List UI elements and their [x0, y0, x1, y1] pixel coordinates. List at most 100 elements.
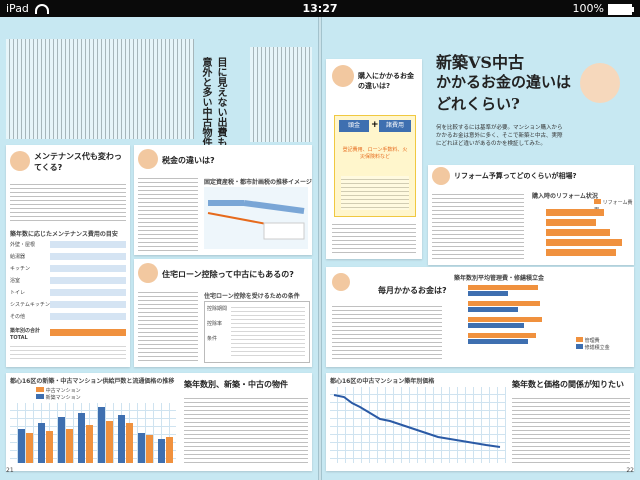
- table-row: [50, 313, 126, 320]
- page-number-right: 22: [626, 467, 634, 474]
- maintenance-heading: メンテナンス代も変わってくる?: [34, 152, 122, 172]
- chart-bar: [18, 429, 25, 463]
- chart-bar: [146, 435, 153, 463]
- price-chart-card: 都心16区の中古マンション築年別価格 築年数と価格の関係が知りたい: [326, 373, 634, 471]
- chart-grid: [330, 387, 506, 463]
- plus-icon: +: [371, 120, 379, 130]
- legend-used: 中古マンション: [45, 388, 81, 394]
- supply-chart-legend: 中古マンション 新築マンション: [36, 387, 81, 401]
- chart-bar: [468, 317, 542, 322]
- person-illustration: [332, 273, 350, 291]
- purchase-card: 購入にかかるお金の違いは? 頭金 + 諸費用 登記費用、ローン手数料、火災保険料…: [326, 59, 422, 259]
- legend-swatch-new: [36, 394, 44, 399]
- title-block: 新築VS中古 かかるお金の違いは どれくらい? 何を比較するには基準が必要。マン…: [430, 49, 630, 179]
- chart-bar: [546, 209, 604, 216]
- loan-row-label: 条件: [207, 336, 218, 342]
- chart-bar: [138, 433, 145, 463]
- table-row: [50, 301, 126, 308]
- monthly-legend: 管理費 修繕積立金: [576, 337, 610, 351]
- reform-legend-swatch: [594, 199, 601, 204]
- expenses-box: 諸費用: [379, 120, 411, 132]
- legend-new: 新築マンション: [45, 395, 81, 401]
- loan-text: [138, 289, 198, 363]
- tax-card: 税金の違いは? 固定資産税・都市計画税の推移イメージ: [134, 145, 312, 255]
- monthly-legend-reserve: 修繕積立金: [584, 345, 610, 351]
- wifi-icon: [34, 4, 49, 14]
- down-payment-box: 頭金: [339, 120, 369, 132]
- monthly-legend-swatch-fee: [576, 337, 583, 342]
- chart-bar: [166, 437, 173, 463]
- chart-bar: [38, 423, 45, 463]
- chart-bar: [468, 291, 508, 296]
- chart-bar: [26, 433, 33, 463]
- person-illustration: [138, 149, 158, 169]
- loan-table-title: 住宅ローン控除を受けるための条件: [204, 293, 300, 300]
- monthly-heading: 毎月かかるお金は?: [378, 286, 447, 295]
- loan-table-text: [231, 304, 305, 358]
- chart-bar: [98, 407, 105, 463]
- maintenance-row-label: その他: [10, 314, 26, 320]
- price-chart-title: 都心16区の中古マンション築年別価格: [330, 378, 435, 385]
- footnote-text: [10, 343, 126, 361]
- person-illustration: [432, 167, 450, 185]
- purchase-note: 登記費用、ローン手数料、火災保険料など: [342, 147, 408, 160]
- vertical-heading: 目に見えない出費も意外と多い中古物件: [200, 57, 226, 147]
- chart-bar: [468, 339, 528, 344]
- table-row: [50, 265, 126, 272]
- purchase-diagram: 頭金 + 諸費用 登記費用、ローン手数料、火災保険料など: [334, 115, 416, 217]
- chart-bar: [468, 333, 536, 338]
- maintenance-total-label: TOTAL: [10, 335, 28, 341]
- maintenance-card: メンテナンス代も変わってくる? 築年数に応じたメンテナンス費用の目安 外壁・屋根…: [6, 145, 130, 367]
- chart-bar: [468, 323, 524, 328]
- chart-bar: [468, 307, 518, 312]
- vertical-heading-block: 目に見えない出費も意外と多い中古物件: [198, 57, 246, 147]
- reform-heading: リフォーム予算ってどのくらいが相場?: [454, 172, 577, 180]
- maintenance-table-title: 築年数に応じたメンテナンス費用の目安: [10, 231, 118, 238]
- chart-bar: [118, 415, 125, 463]
- person-illustration: [332, 65, 354, 87]
- maintenance-row-label: キッチン: [10, 266, 31, 272]
- table-row: [50, 241, 126, 248]
- magazine-spread[interactable]: 目に見えない出費も意外と多い中古物件 メンテナンス代も変わってくる? 築年数に応…: [0, 17, 640, 480]
- price-line-chart: [333, 394, 501, 448]
- maintenance-row-label: 外壁・屋根: [10, 242, 36, 248]
- chart-bar: [46, 431, 53, 463]
- monthly-legend-swatch-reserve: [576, 344, 583, 349]
- tax-heading: 税金の違いは?: [162, 156, 215, 165]
- person-illustration: [10, 151, 30, 171]
- maintenance-row-label: 築年別の合計: [10, 328, 41, 334]
- clock: 13:27: [302, 2, 338, 15]
- purchase-heading: 購入にかかるお金の違いは?: [358, 72, 414, 90]
- chart-bar: [546, 239, 622, 246]
- chart-bar: [546, 219, 596, 226]
- reform-chart-title: 購入時のリフォーム状況: [532, 193, 598, 200]
- monthly-card: 毎月かかるお金は? 築年数別平均管理費・修繕積立金 管理費 修繕積立金: [326, 267, 634, 367]
- tax-text: [138, 175, 198, 251]
- left-page[interactable]: 目に見えない出費も意外と多い中古物件 メンテナンス代も変わってくる? 築年数に応…: [0, 17, 318, 480]
- chart-bar: [58, 417, 65, 463]
- loan-row-label: 控除期間: [207, 306, 228, 312]
- chart-bar: [66, 429, 73, 463]
- supply-chart-title: 都心16区の新築・中古マンション供給戸数と流通価格の推移: [10, 378, 175, 385]
- battery-status: 100%: [573, 2, 634, 15]
- title-line1: 新築VS中古: [436, 53, 524, 72]
- reform-card: リフォーム予算ってどのくらいが相場? 購入時のリフォーム状況 リフォーム費用: [428, 165, 634, 265]
- tax-chart-title: 固定資産税・都市計画税の推移イメージ: [204, 179, 312, 186]
- bottom-text: [184, 395, 308, 465]
- chart-bar: [86, 425, 93, 463]
- monthly-legend-fee: 管理費: [584, 338, 600, 344]
- body-text-columns-2: [250, 47, 312, 142]
- lead-text: 何を比較するには基準が必要。マンション購入からかかるお金は意外に多く、そこで新築…: [436, 125, 563, 147]
- loan-heading: 住宅ローン控除って中古にもあるの?: [162, 270, 294, 279]
- chart-bar: [468, 301, 540, 306]
- chart-bar: [546, 249, 616, 256]
- right-page[interactable]: 購入にかかるお金の違いは? 頭金 + 諸費用 登記費用、ローン手数料、火災保険料…: [322, 17, 640, 480]
- loan-card: 住宅ローン控除って中古にもあるの? 住宅ローン控除を受けるための条件 控除期間 …: [134, 259, 312, 367]
- body-text-columns: [6, 39, 194, 139]
- spine: [318, 17, 322, 480]
- price-heading: 築年数と価格の関係が知りたい: [512, 380, 624, 389]
- monthly-text: [332, 303, 442, 361]
- purchase-text: [332, 221, 416, 255]
- bottom-heading: 築年数別、新築・中古の物件: [184, 380, 288, 389]
- chart-bar: [126, 423, 133, 463]
